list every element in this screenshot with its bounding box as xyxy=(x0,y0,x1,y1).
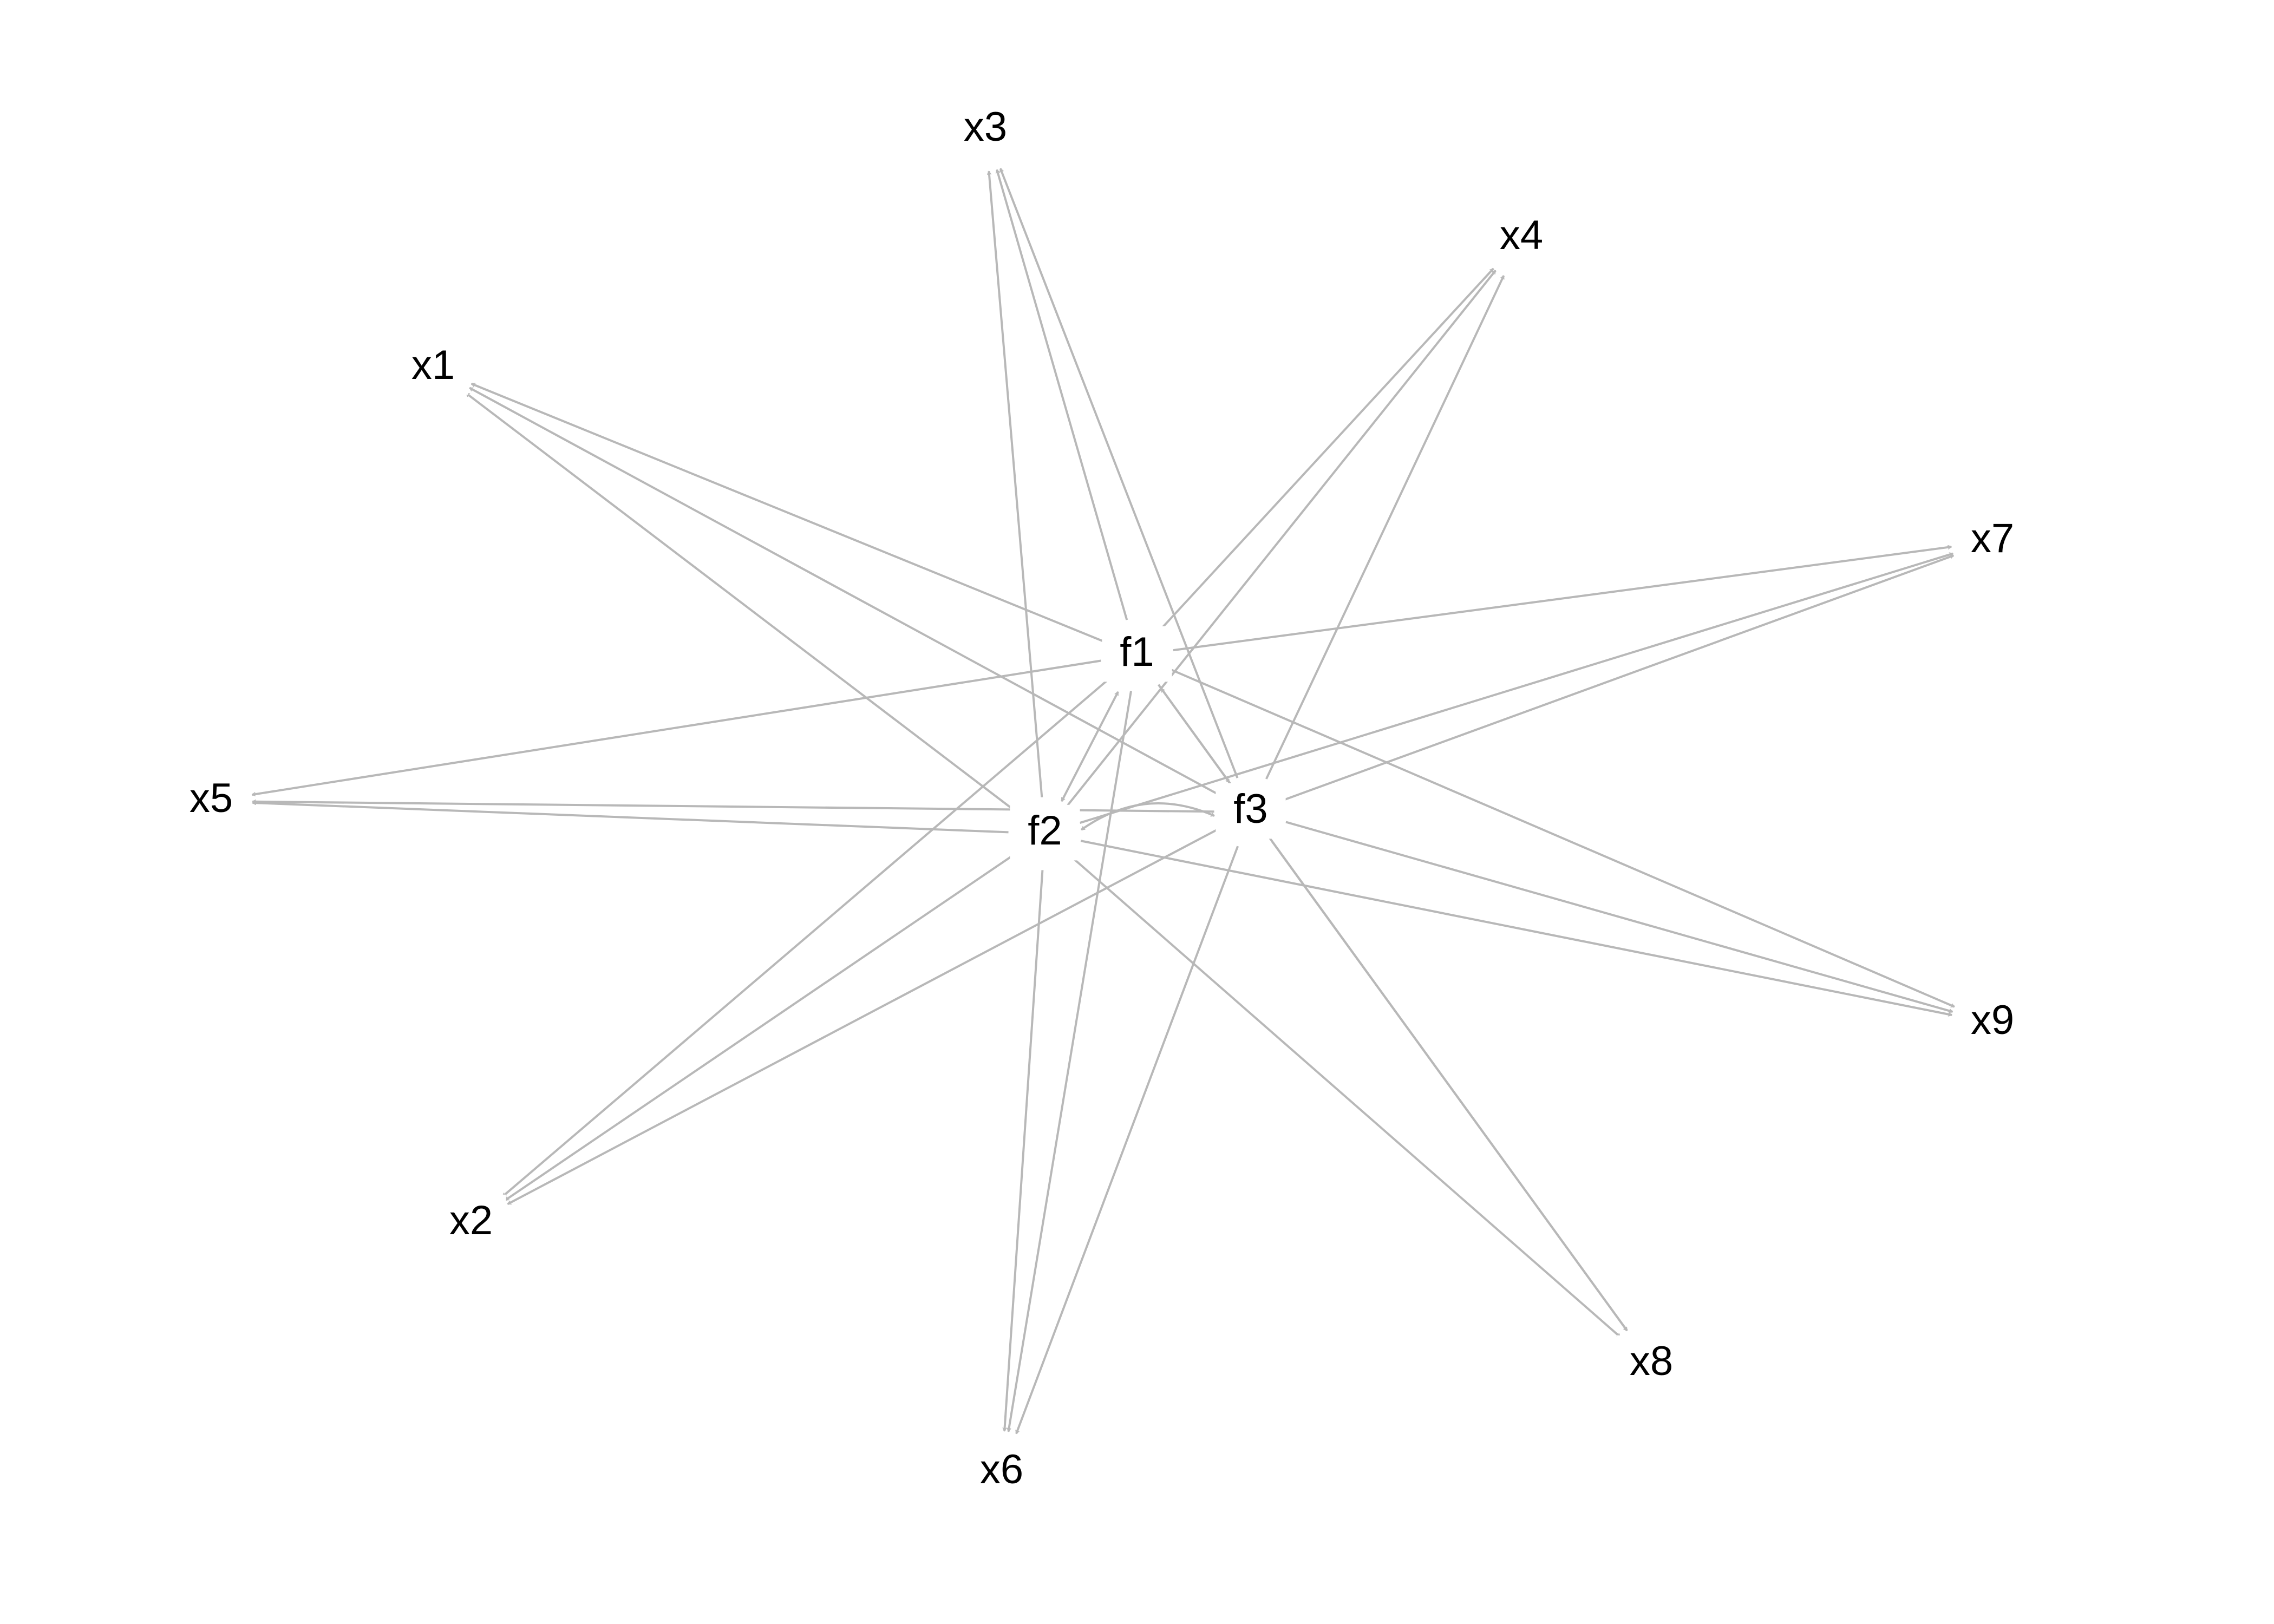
edge-f2-f3 xyxy=(1081,803,1214,830)
edges-layer xyxy=(252,168,1955,1433)
node-label-x1: x1 xyxy=(411,342,455,388)
node-x4: x4 xyxy=(1486,209,1556,265)
node-x2: x2 xyxy=(436,1195,506,1250)
edge-f2-x4 xyxy=(1068,271,1495,806)
node-f3: f3 xyxy=(1216,783,1285,839)
node-label-f1: f1 xyxy=(1120,629,1154,675)
node-x5: x5 xyxy=(176,772,246,828)
edge-f3-x3 xyxy=(1001,168,1238,778)
node-x7: x7 xyxy=(1957,513,2027,568)
edge-f2-x2 xyxy=(505,854,1015,1200)
node-label-x9: x9 xyxy=(1971,997,2014,1043)
node-label-x2: x2 xyxy=(449,1197,493,1243)
edge-f2-x5 xyxy=(252,803,1008,832)
node-f1: f1 xyxy=(1102,626,1172,682)
node-x1: x1 xyxy=(398,339,468,395)
node-label-x6: x6 xyxy=(980,1446,1023,1492)
node-x6: x6 xyxy=(966,1444,1036,1499)
edge-f2-x9 xyxy=(1081,841,1952,1015)
node-label-x4: x4 xyxy=(1500,212,1543,258)
edge-f3-x1 xyxy=(469,388,1218,795)
node-label-x3: x3 xyxy=(964,104,1007,150)
edge-f1-x9 xyxy=(1171,670,1955,1007)
edge-f1-x1 xyxy=(472,384,1103,641)
node-x8: x8 xyxy=(1616,1335,1686,1391)
node-x9: x9 xyxy=(1957,994,2027,1050)
edge-f2-x3 xyxy=(989,171,1042,797)
edge-f1-x5 xyxy=(252,661,1101,795)
node-f2: f2 xyxy=(1010,805,1080,861)
edge-f2-x7 xyxy=(1080,554,1952,823)
node-label-f3: f3 xyxy=(1233,786,1267,832)
factor-graph: f1 f2 f3 x1 x2 x3 x4 x5 x6 x7 x8 x9 xyxy=(0,0,2274,1624)
node-label-f2: f2 xyxy=(1028,808,1062,854)
edge-f1-x2 xyxy=(502,679,1109,1197)
node-label-x5: x5 xyxy=(190,775,233,821)
edge-f3-x6 xyxy=(1016,846,1238,1433)
edge-f3-x2 xyxy=(508,829,1219,1204)
edge-f2-x8 xyxy=(1073,857,1620,1337)
nodes-layer: f1 f2 f3 x1 x2 x3 x4 x5 x6 x7 x8 x9 xyxy=(176,101,2027,1499)
edge-f3-x9 xyxy=(1286,822,1953,1012)
edge-f1-x3 xyxy=(997,169,1127,620)
node-label-x7: x7 xyxy=(1971,515,2014,561)
node-label-x8: x8 xyxy=(1630,1338,1673,1384)
edge-f1-x4 xyxy=(1162,269,1493,628)
edge-f2-f1 xyxy=(1062,692,1118,801)
node-x3: x3 xyxy=(950,101,1020,157)
